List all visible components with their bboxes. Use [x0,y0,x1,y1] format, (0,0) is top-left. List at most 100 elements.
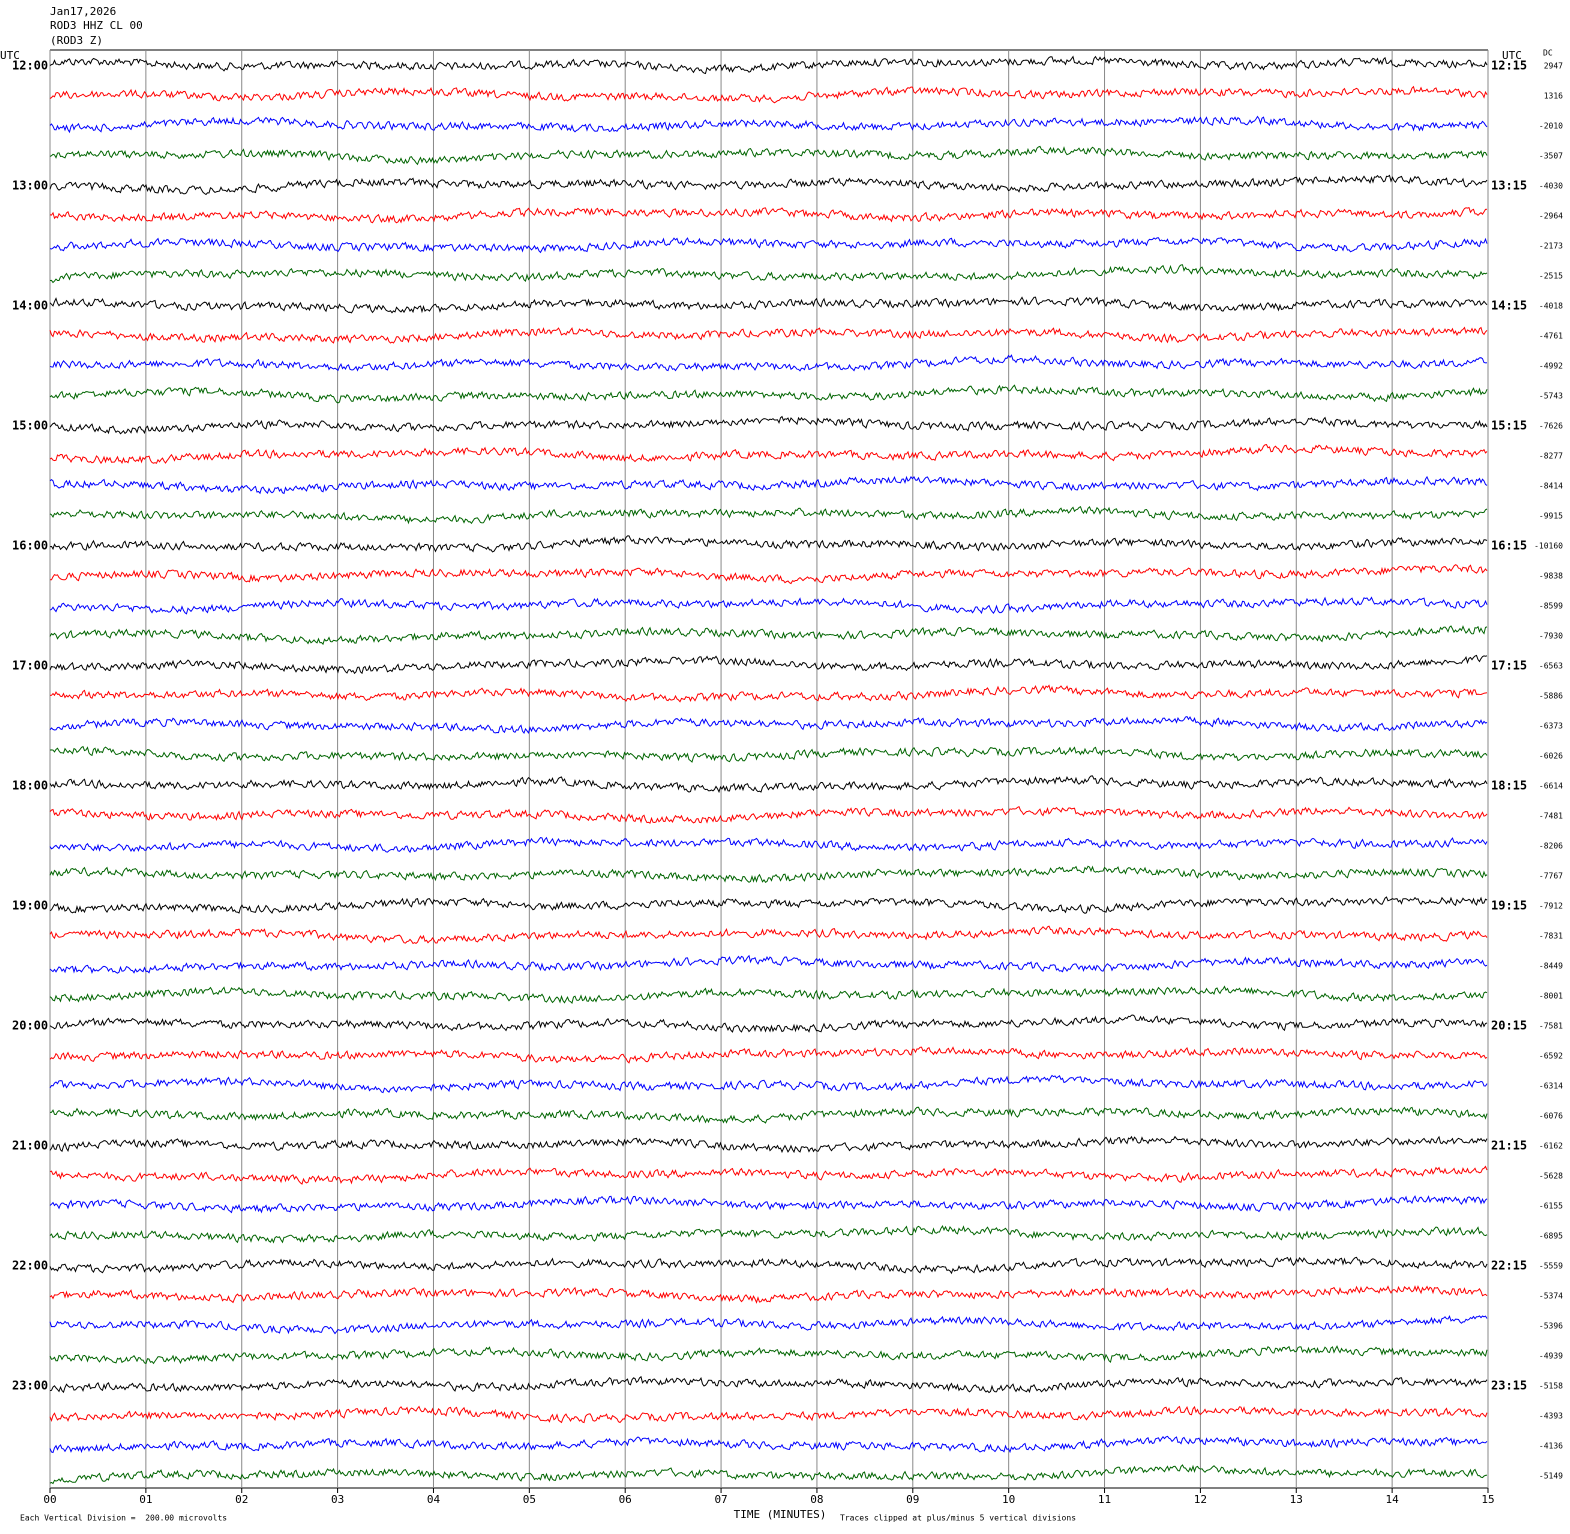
dc-offset: -6026 [1539,752,1563,761]
dc-offset: -7481 [1539,812,1563,821]
dc-offset: -9915 [1539,512,1563,521]
dc-offset: -6314 [1539,1082,1563,1091]
hour-label: 14:00 [12,299,48,313]
x-tick-label: 05 [523,1493,536,1506]
x-tick-label: 14 [1386,1493,1400,1506]
hour-label: 15:00 [12,419,48,433]
trace [49,206,1488,224]
trace [50,1106,1488,1124]
trace [49,1464,1488,1485]
trace [49,806,1488,824]
trace [49,1435,1488,1454]
dc-offset: -7831 [1539,932,1563,941]
hour-label: 22:00 [12,1259,48,1273]
dc-offset: -4939 [1539,1352,1563,1361]
trace [49,1315,1488,1335]
trace [49,237,1488,254]
dc-offset: -5149 [1539,1472,1563,1481]
x-tick-label: 09 [906,1493,919,1506]
trace [50,564,1488,585]
hour-label: 20:00 [12,1019,48,1033]
x-tick-label: 04 [427,1493,441,1506]
trace [49,1285,1488,1304]
hour-label-right: 19:15 [1491,899,1527,913]
right-axis-label: UTC [1502,49,1522,62]
trace [49,85,1488,104]
dc-offset: -8449 [1539,962,1563,971]
trace [49,1375,1488,1394]
dc-offset: -2964 [1539,212,1563,221]
trace [49,1195,1488,1214]
dc-offset: -6614 [1539,782,1563,791]
trace [49,775,1488,794]
dc-offset: -7912 [1539,902,1563,911]
trace [49,1165,1488,1185]
trace [49,415,1488,435]
trace [49,1046,1488,1064]
trace [49,684,1488,703]
trace [49,1135,1488,1154]
trace [49,596,1488,615]
trace [49,625,1488,646]
scale-note: Each Vertical Division = 200.00 microvol… [20,1514,227,1523]
header-station: ROD3 HHZ CL 00 [50,19,143,32]
x-tick-label: 12 [1194,1493,1207,1506]
dc-offset: -10160 [1534,542,1563,551]
hour-label-right: 22:15 [1491,1259,1527,1273]
hour-label: 13:00 [12,179,48,193]
trace [49,865,1488,883]
trace [49,745,1488,763]
dc-offset: -4992 [1539,362,1563,371]
trace [49,1405,1488,1424]
hour-label-right: 17:15 [1491,659,1527,673]
trace [49,836,1488,854]
dc-offset: 1316 [1544,92,1563,101]
dc-offset: -6373 [1539,722,1563,731]
trace [49,505,1488,525]
trace [49,1256,1488,1275]
dc-offset: -9838 [1539,572,1563,581]
trace [49,384,1488,404]
x-tick-label: 00 [43,1493,56,1506]
hour-label: 18:00 [12,779,48,793]
dc-offset: -2173 [1539,242,1563,251]
dc-offset: -7581 [1539,1022,1563,1031]
trace [49,954,1488,974]
dc-offset: -8277 [1539,452,1563,461]
dc-offset: 2947 [1544,62,1563,71]
dc-offset: -5559 [1539,1262,1563,1271]
trace [49,925,1488,945]
hour-label-right: 16:15 [1491,539,1527,553]
trace [49,174,1488,196]
trace [49,654,1488,675]
dc-offset: -5396 [1539,1322,1563,1331]
hour-label-right: 23:15 [1491,1379,1527,1393]
dc-offset: -2515 [1539,272,1563,281]
hour-label-right: 18:15 [1491,779,1527,793]
x-tick-label: 01 [139,1493,152,1506]
trace [49,1074,1488,1094]
dc-offset: -6592 [1539,1052,1563,1061]
dc-offset: -7626 [1539,422,1563,431]
hour-label: 17:00 [12,659,48,673]
dc-offset: -5158 [1539,1382,1563,1391]
x-tick-label: 13 [1290,1493,1303,1506]
trace [49,354,1488,372]
dc-offset: -6076 [1539,1112,1563,1121]
trace [49,115,1488,134]
x-tick-label: 02 [235,1493,248,1506]
trace [49,1225,1488,1244]
dc-offset: -7767 [1539,872,1563,881]
dc-offset: -4136 [1539,1442,1563,1451]
dc-offset: -4030 [1539,182,1563,191]
dc-offset: -6563 [1539,662,1563,671]
dc-offset: -2010 [1539,122,1563,131]
hour-label: 21:00 [12,1139,48,1153]
dc-offset: -4018 [1539,302,1563,311]
trace [49,296,1488,314]
trace [49,264,1488,284]
dc-label: DC [1543,49,1553,58]
dc-offset: -4761 [1539,332,1563,341]
clip-note: Traces clipped at plus/minus 5 vertical … [840,1514,1076,1523]
dc-offset: -5886 [1539,692,1563,701]
